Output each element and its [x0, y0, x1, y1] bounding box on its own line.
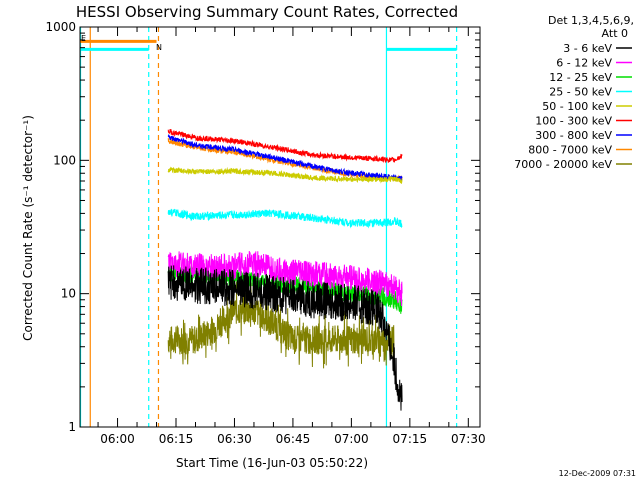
x-axis-label: Start Time (16-Jun-03 05:50:22) [176, 456, 368, 470]
y-tick-label-3: 1000 [45, 20, 76, 34]
legend-label-8: 7000 - 20000 keV [514, 158, 612, 171]
x-tick-label-2: 06:30 [217, 432, 252, 446]
legend-label-7: 800 - 7000 keV [528, 144, 612, 157]
series-line-0 [167, 265, 403, 411]
series-line-3 [167, 208, 403, 229]
legend-label-5: 100 - 300 keV [535, 115, 612, 128]
series-line-5 [167, 129, 403, 164]
x-tick-label-0: 06:00 [100, 432, 135, 446]
x-tick-label-1: 06:15 [159, 432, 194, 446]
x-tick-label-3: 06:45 [276, 432, 311, 446]
legend-label-0: 3 - 6 keV [563, 42, 612, 55]
y-axis-label: Corrected Count Rate (s⁻¹ detector⁻¹) [21, 115, 35, 341]
legend-header-line-1: Det 1,3,4,5,6,9, [548, 14, 634, 27]
legend-label-6: 300 - 800 keV [535, 129, 612, 142]
series-line-6 [167, 134, 403, 182]
series-line-2 [167, 263, 403, 314]
y-tick-label-0: 1 [68, 420, 76, 434]
series-line-1 [167, 250, 403, 307]
x-tick-label-6: 07:30 [451, 432, 486, 446]
legend: Det 1,3,4,5,6,9,Att 0 3 - 6 keV 6 - 12 keV… [514, 14, 634, 171]
legend-header-line-2: Att 0 [602, 27, 628, 40]
series-line-8 [167, 281, 395, 369]
plot-frame [79, 26, 481, 428]
legend-label-4: 50 - 100 keV [542, 100, 612, 113]
legend-label-2: 12 - 25 keV [549, 71, 612, 84]
y-tick-label-1: 10 [61, 287, 76, 301]
x-tick-label-4: 07:00 [334, 432, 369, 446]
flag-label-e: E [81, 34, 86, 43]
plot-area: E N 06:00 06:15 06:30 06:45 07:00 07:15 07:30 1 10… [45, 20, 485, 446]
series-line-4 [167, 166, 403, 185]
x-tick-label-5: 07:15 [393, 432, 428, 446]
generation-timestamp: 12-Dec-2009 07:31 [559, 469, 636, 478]
flag-label-n: N [156, 43, 162, 52]
chart-title: HESSI Observing Summary Count Rates, Cor… [76, 3, 458, 21]
legend-label-1: 6 - 12 keV [556, 57, 612, 70]
y-tick-label-2: 100 [53, 153, 76, 167]
legend-label-3: 25 - 50 keV [549, 86, 612, 99]
